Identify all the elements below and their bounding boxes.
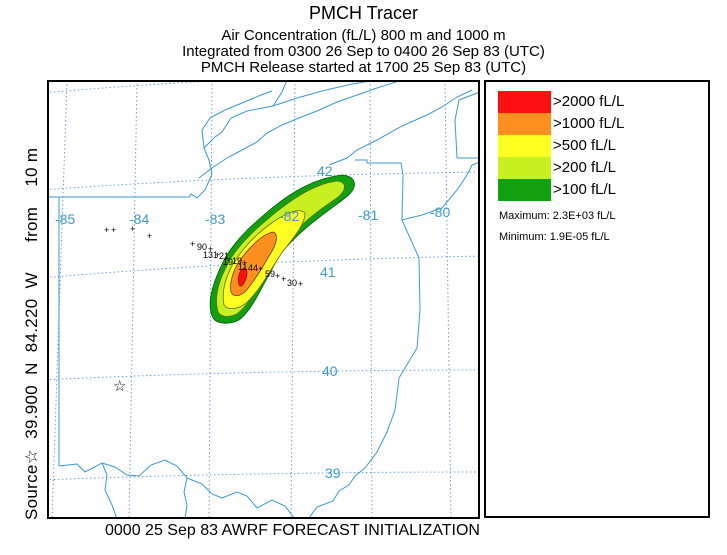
maximum-value: Maximum: 2.3E+03 fL/L: [499, 210, 616, 222]
trajectory-cross: +: [208, 244, 213, 254]
legend-item: >100 fL/L: [498, 179, 698, 201]
plot-subtitle-release: PMCH Release started at 1700 25 Sep 83 (…: [200, 59, 527, 76]
trajectory-cross: +: [190, 239, 195, 249]
plume-contours: [209, 174, 355, 324]
lat-label: 42: [317, 163, 333, 179]
trajectory-label: 131: [203, 250, 218, 260]
trajectory-cross: +: [275, 271, 280, 281]
trajectory-label: 19: [232, 256, 242, 266]
lon-label: -80: [430, 204, 450, 220]
legend-label: >500 fL/L: [553, 137, 616, 154]
lon-label: -84: [129, 211, 149, 227]
legend-swatch: [498, 135, 551, 157]
trajectory-label: 44: [248, 263, 258, 273]
graticule: [47, 80, 480, 519]
trajectory-cross: +: [242, 258, 247, 268]
trajectory-cross: +: [215, 250, 220, 260]
trajectory-cross: +: [147, 231, 152, 241]
legend-item: >500 fL/L: [498, 135, 698, 157]
source-star-icon: ☆: [113, 378, 126, 395]
lon-label: -81: [358, 207, 378, 223]
trajectory-label: 30: [287, 278, 297, 288]
trajectory-cross: +: [104, 225, 109, 235]
legend-swatch: [498, 113, 551, 135]
lon-label: -82: [279, 208, 299, 224]
lat-label: 40: [322, 363, 338, 379]
trajectory-markers: + + + + + 90 + 131 + 21 19 19 + 11 44 + …: [104, 224, 303, 289]
lat-label: 39: [325, 465, 341, 481]
legend-label: >100 fL/L: [553, 181, 616, 198]
map-panel: + + + + + 90 + 131 + 21 19 19 + 11 44 + …: [47, 80, 480, 519]
plot-subtitle-concentration: Air Concentration (fL/L) 800 m and 1000 …: [221, 27, 506, 44]
trajectory-label: 19: [223, 257, 233, 267]
legend-panel: >2000 fL/L >1000 fL/L >500 fL/L >200 fL/…: [484, 80, 710, 518]
plot-subtitle-integration: Integrated from 0300 26 Sep to 0400 26 S…: [182, 43, 545, 60]
trajectory-cross: +: [258, 264, 263, 274]
trajectory-cross: +: [298, 279, 303, 289]
trajectory-cross: +: [281, 274, 286, 284]
lon-label: -83: [205, 211, 225, 227]
graticule-labels: -85 -84 -83 -82 -81 -80 42 41 40 39: [55, 163, 450, 481]
legend-swatch: [498, 157, 551, 179]
forecast-footer: 0000 25 Sep 83 AWRF FORECAST INITIALIZAT…: [105, 522, 480, 539]
legend-item: >2000 fL/L: [498, 91, 698, 113]
source-location-label: Source☆ 39.900 N 84.220 W from 10 m: [22, 147, 41, 520]
trajectory-label: 59: [265, 269, 275, 279]
legend-swatch: [498, 179, 551, 201]
legend-swatch: [498, 91, 551, 113]
legend-label: >2000 fL/L: [553, 93, 625, 110]
legend-item: >1000 fL/L: [498, 113, 698, 135]
legend-label: >1000 fL/L: [553, 115, 625, 132]
trajectory-label: 90: [197, 242, 207, 252]
trajectory-cross: +: [130, 224, 135, 234]
trajectory-label: 21: [219, 251, 229, 261]
minimum-value: Minimum: 1.9E-05 fL/L: [499, 231, 610, 243]
lat-label: 41: [320, 264, 336, 280]
trajectory-cross: +: [111, 225, 116, 235]
legend-item: >200 fL/L: [498, 157, 698, 179]
lon-label: -85: [55, 211, 75, 227]
trajectory-label: 11: [238, 262, 247, 272]
plot-title: PMCH Tracer: [308, 3, 418, 23]
legend-label: >200 fL/L: [553, 159, 616, 176]
boundaries: [47, 80, 480, 519]
